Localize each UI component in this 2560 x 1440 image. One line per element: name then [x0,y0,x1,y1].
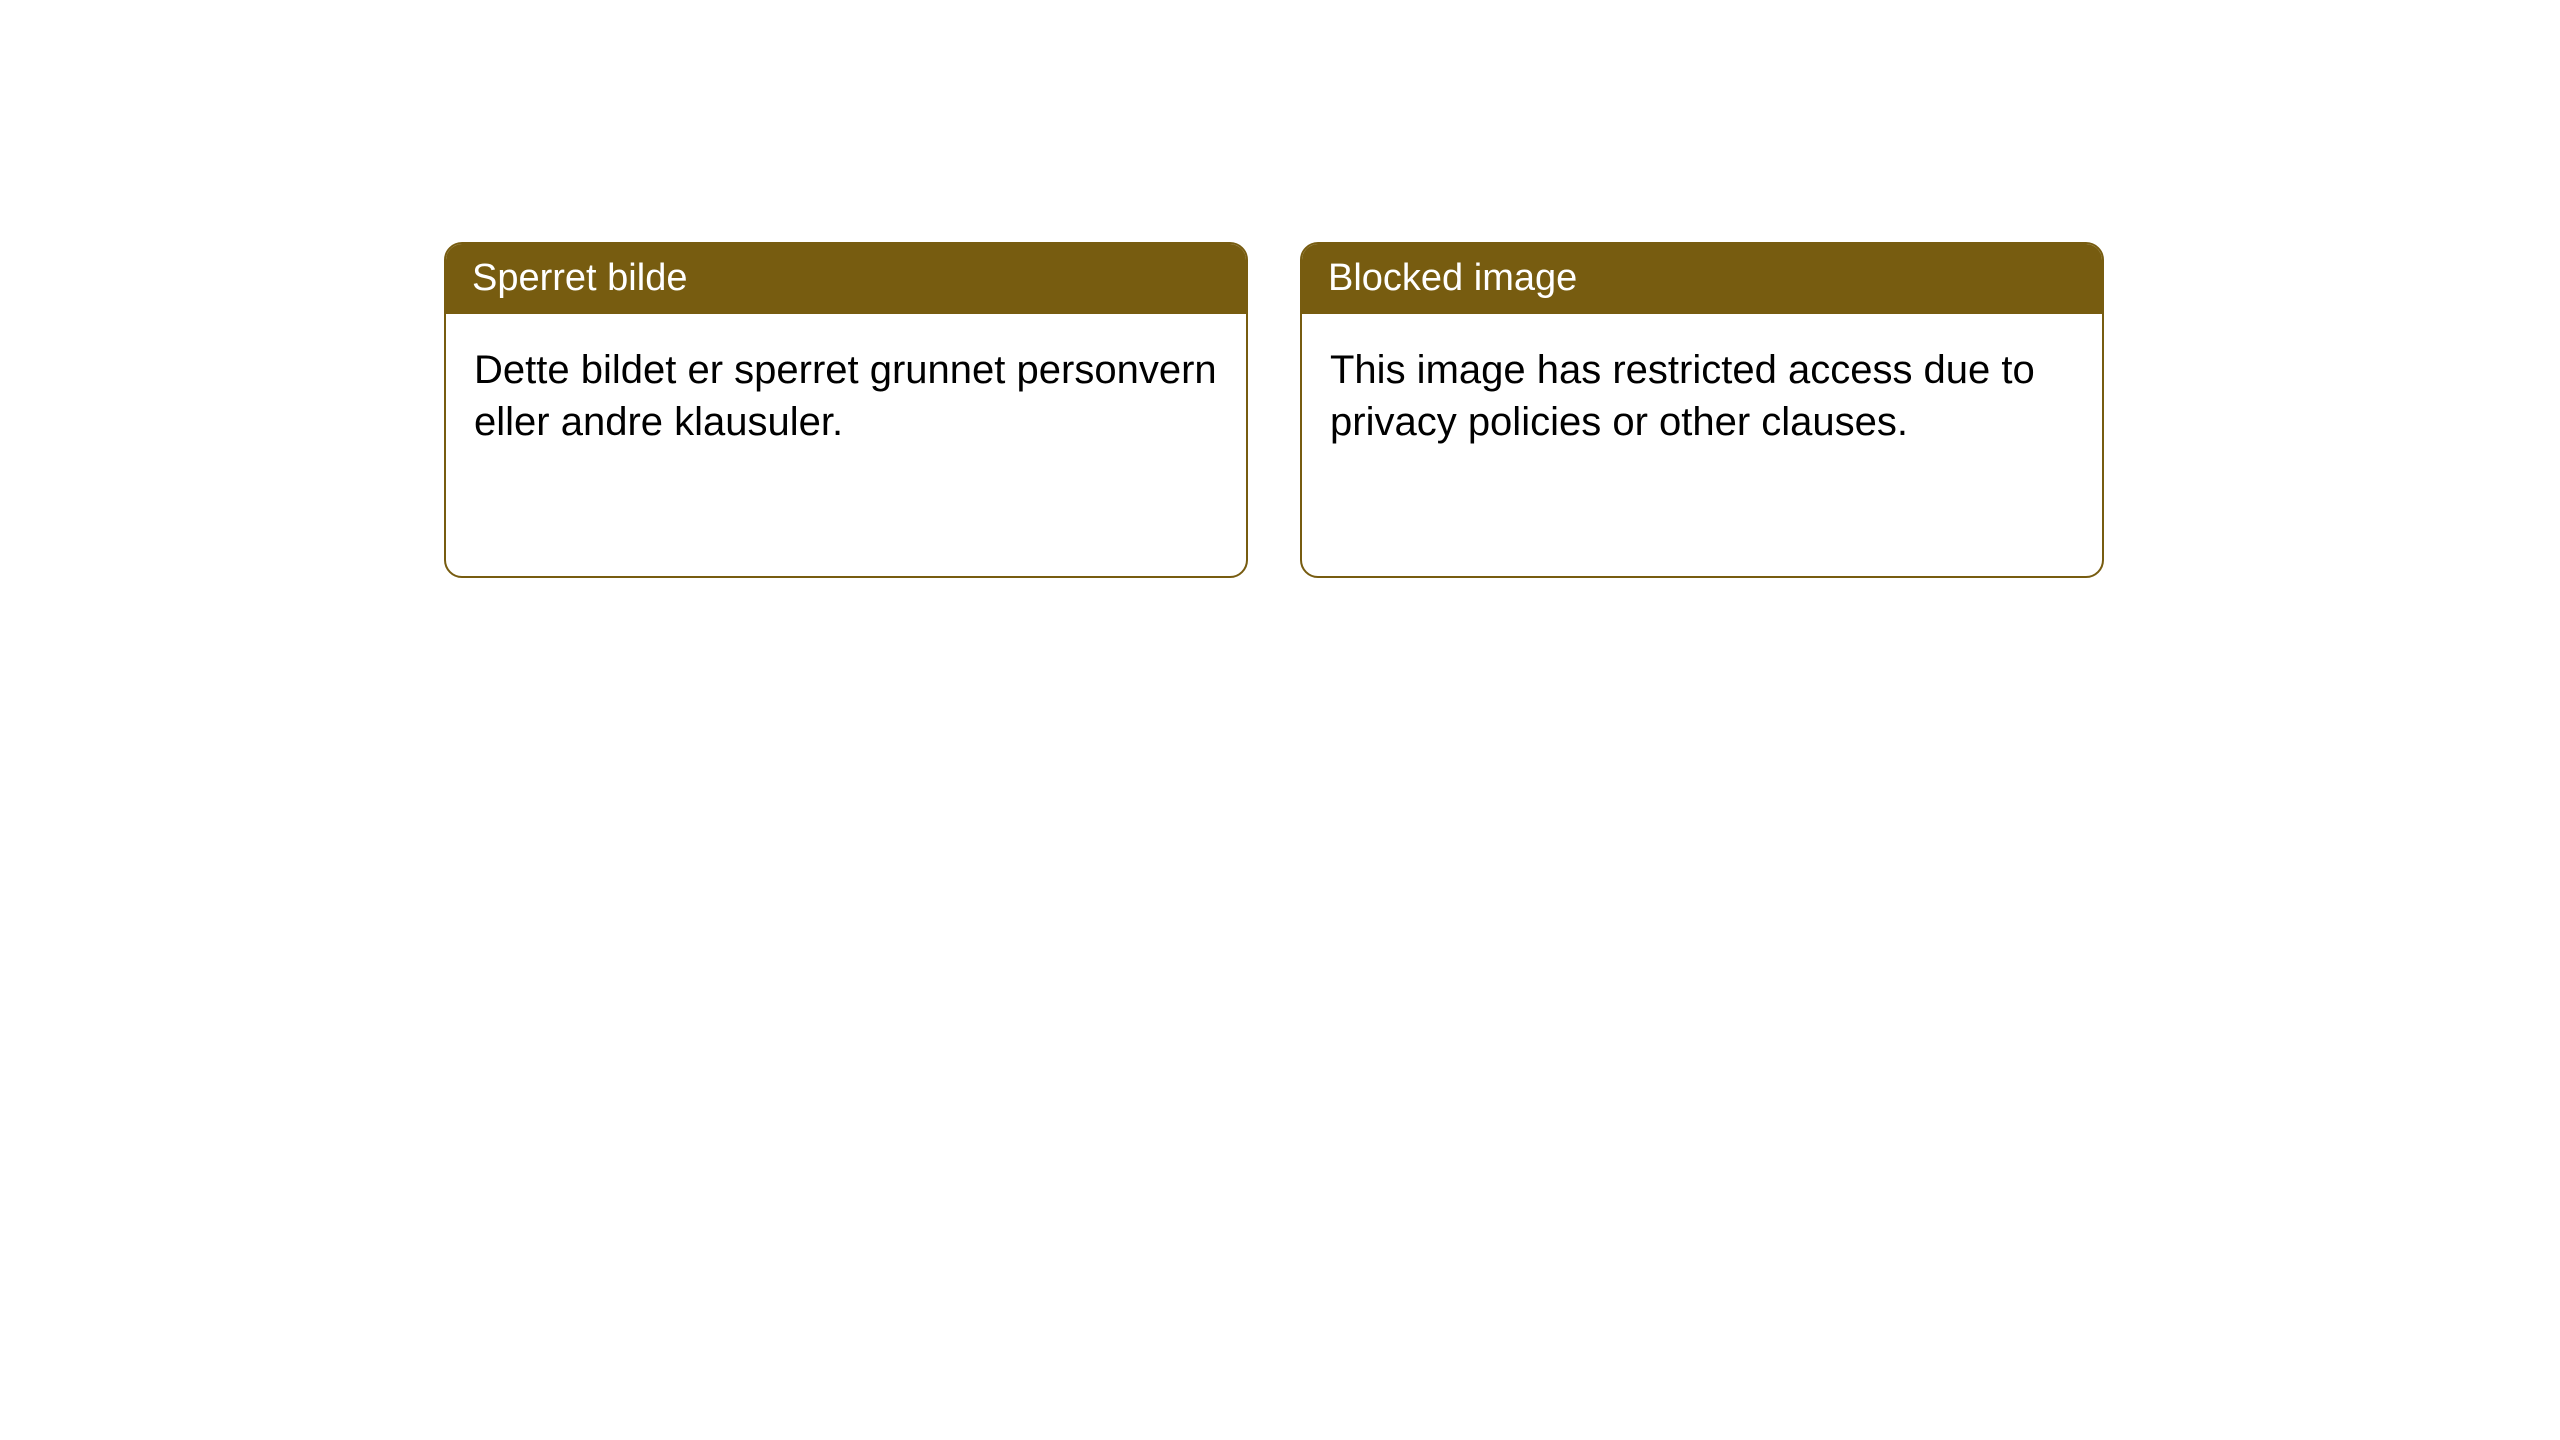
card-header-en: Blocked image [1302,244,2102,314]
card-title-en: Blocked image [1328,257,1577,299]
card-body-no: Dette bildet er sperret grunnet personve… [446,314,1246,478]
card-message-no: Dette bildet er sperret grunnet personve… [474,348,1217,444]
notice-cards-container: Sperret bilde Dette bildet er sperret gr… [444,242,2104,578]
card-header-no: Sperret bilde [446,244,1246,314]
card-body-en: This image has restricted access due to … [1302,314,2102,478]
card-title-no: Sperret bilde [472,257,687,299]
blocked-image-card-en: Blocked image This image has restricted … [1300,242,2104,578]
card-message-en: This image has restricted access due to … [1330,348,2035,444]
blocked-image-card-no: Sperret bilde Dette bildet er sperret gr… [444,242,1248,578]
